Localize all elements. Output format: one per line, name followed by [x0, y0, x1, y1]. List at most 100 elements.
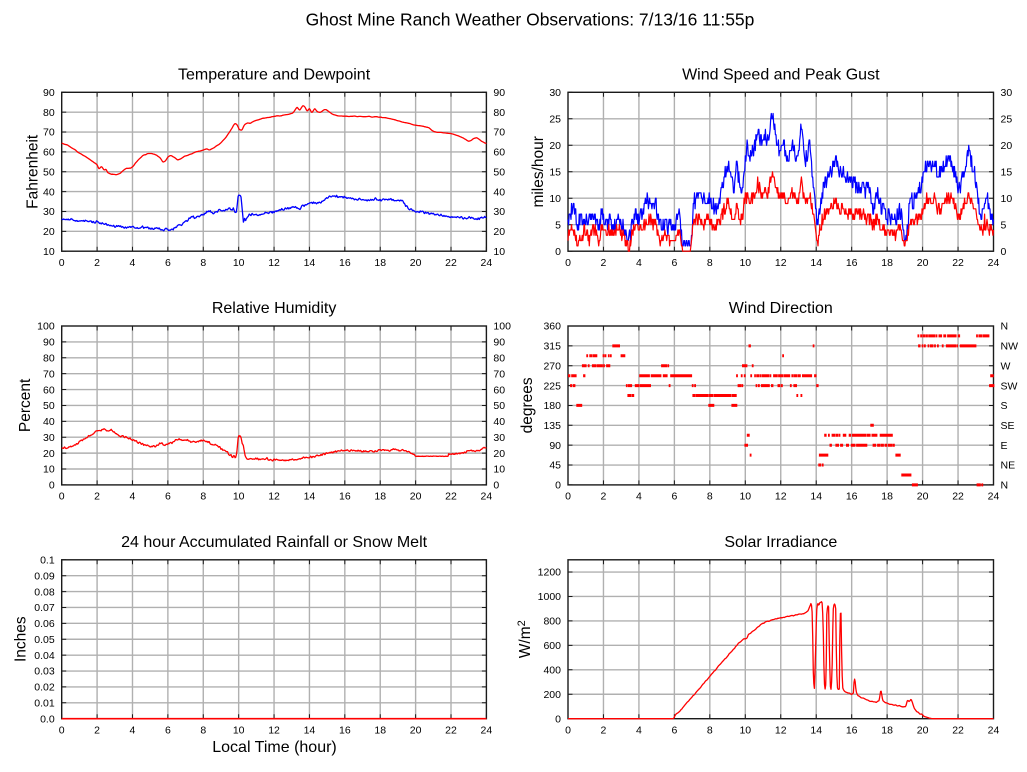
svg-text:25: 25	[1001, 113, 1013, 125]
svg-text:14: 14	[304, 491, 316, 503]
svg-text:24: 24	[481, 725, 493, 737]
svg-text:20: 20	[917, 725, 929, 737]
svg-text:80: 80	[43, 107, 55, 119]
svg-text:Local Time (hour): Local Time (hour)	[212, 739, 337, 756]
svg-text:W/m2: W/m2	[516, 620, 534, 658]
svg-text:40: 40	[43, 186, 55, 198]
svg-text:0: 0	[59, 491, 65, 503]
svg-text:70: 70	[493, 368, 505, 380]
svg-text:degrees: degrees	[519, 377, 536, 433]
svg-text:40: 40	[43, 416, 55, 428]
svg-text:315: 315	[543, 341, 561, 353]
svg-text:14: 14	[304, 725, 316, 737]
svg-text:0.05: 0.05	[34, 634, 55, 646]
svg-text:22: 22	[952, 491, 964, 503]
svg-text:24: 24	[988, 491, 1000, 503]
svg-text:Wind Speed and Peak Gust: Wind Speed and Peak Gust	[682, 66, 880, 83]
svg-text:0.07: 0.07	[34, 602, 55, 614]
svg-text:8: 8	[200, 257, 206, 269]
svg-text:2: 2	[94, 491, 100, 503]
svg-text:Relative Humidity: Relative Humidity	[212, 300, 336, 317]
svg-text:30: 30	[493, 206, 505, 218]
svg-text:0: 0	[565, 725, 571, 737]
svg-text:Ghost Mine Ranch Weather Obser: Ghost Mine Ranch Weather Observations: 7…	[306, 10, 755, 30]
svg-text:E: E	[1001, 440, 1008, 452]
svg-text:12: 12	[268, 491, 280, 503]
svg-text:180: 180	[543, 400, 561, 412]
svg-text:40: 40	[493, 416, 505, 428]
svg-text:20: 20	[1001, 140, 1013, 152]
svg-text:15: 15	[549, 166, 561, 178]
svg-text:16: 16	[339, 491, 351, 503]
svg-text:40: 40	[493, 186, 505, 198]
svg-text:100: 100	[493, 321, 511, 333]
svg-text:0.08: 0.08	[34, 586, 55, 598]
svg-text:16: 16	[846, 491, 858, 503]
svg-text:4: 4	[636, 491, 642, 503]
svg-text:30: 30	[1001, 87, 1013, 99]
svg-text:270: 270	[543, 360, 561, 372]
svg-text:20: 20	[549, 140, 561, 152]
svg-text:20: 20	[917, 257, 929, 269]
svg-text:800: 800	[543, 616, 561, 628]
svg-text:25: 25	[549, 113, 561, 125]
svg-text:0: 0	[1001, 246, 1007, 258]
svg-text:0.03: 0.03	[34, 666, 55, 678]
svg-text:2: 2	[601, 725, 607, 737]
svg-text:22: 22	[952, 725, 964, 737]
svg-text:20: 20	[493, 448, 505, 460]
svg-text:15: 15	[1001, 166, 1013, 178]
svg-text:22: 22	[445, 725, 457, 737]
svg-text:0: 0	[59, 257, 65, 269]
svg-text:0: 0	[555, 246, 561, 258]
svg-text:45: 45	[549, 460, 561, 472]
svg-text:30: 30	[493, 432, 505, 444]
svg-text:18: 18	[881, 725, 893, 737]
svg-text:18: 18	[374, 491, 386, 503]
svg-text:10: 10	[739, 257, 751, 269]
svg-text:70: 70	[43, 368, 55, 380]
svg-text:225: 225	[543, 380, 561, 392]
svg-text:1000: 1000	[538, 591, 562, 603]
svg-text:12: 12	[268, 725, 280, 737]
svg-text:N: N	[1001, 321, 1009, 333]
svg-text:60: 60	[493, 147, 505, 159]
svg-text:22: 22	[952, 257, 964, 269]
svg-text:0: 0	[565, 257, 571, 269]
svg-text:10: 10	[493, 246, 505, 258]
svg-text:60: 60	[43, 384, 55, 396]
svg-text:0: 0	[565, 491, 571, 503]
svg-text:2: 2	[601, 491, 607, 503]
svg-text:10: 10	[1001, 193, 1013, 205]
svg-text:4: 4	[636, 257, 642, 269]
svg-text:10: 10	[43, 246, 55, 258]
svg-text:10: 10	[549, 193, 561, 205]
svg-text:50: 50	[493, 400, 505, 412]
svg-text:24: 24	[481, 491, 493, 503]
svg-text:100: 100	[37, 321, 55, 333]
svg-text:N: N	[1001, 480, 1009, 492]
svg-text:0.06: 0.06	[34, 618, 55, 630]
svg-text:Temperature and Dewpoint: Temperature and Dewpoint	[178, 66, 371, 83]
svg-text:SE: SE	[1001, 420, 1015, 432]
svg-text:5: 5	[1001, 219, 1007, 231]
svg-text:6: 6	[671, 725, 677, 737]
svg-text:12: 12	[775, 725, 787, 737]
svg-text:14: 14	[304, 257, 316, 269]
svg-text:8: 8	[200, 491, 206, 503]
svg-text:60: 60	[493, 384, 505, 396]
svg-text:0.1: 0.1	[40, 555, 55, 567]
svg-text:30: 30	[549, 87, 561, 99]
svg-text:90: 90	[549, 440, 561, 452]
svg-text:70: 70	[43, 127, 55, 139]
svg-text:8: 8	[707, 725, 713, 737]
svg-text:14: 14	[810, 725, 822, 737]
svg-text:5: 5	[555, 219, 561, 231]
svg-text:80: 80	[493, 107, 505, 119]
svg-text:24: 24	[988, 257, 1000, 269]
svg-text:0: 0	[555, 480, 561, 492]
svg-text:SW: SW	[1001, 380, 1018, 392]
svg-text:6: 6	[671, 257, 677, 269]
svg-text:4: 4	[636, 725, 642, 737]
svg-text:Inches: Inches	[13, 616, 30, 662]
